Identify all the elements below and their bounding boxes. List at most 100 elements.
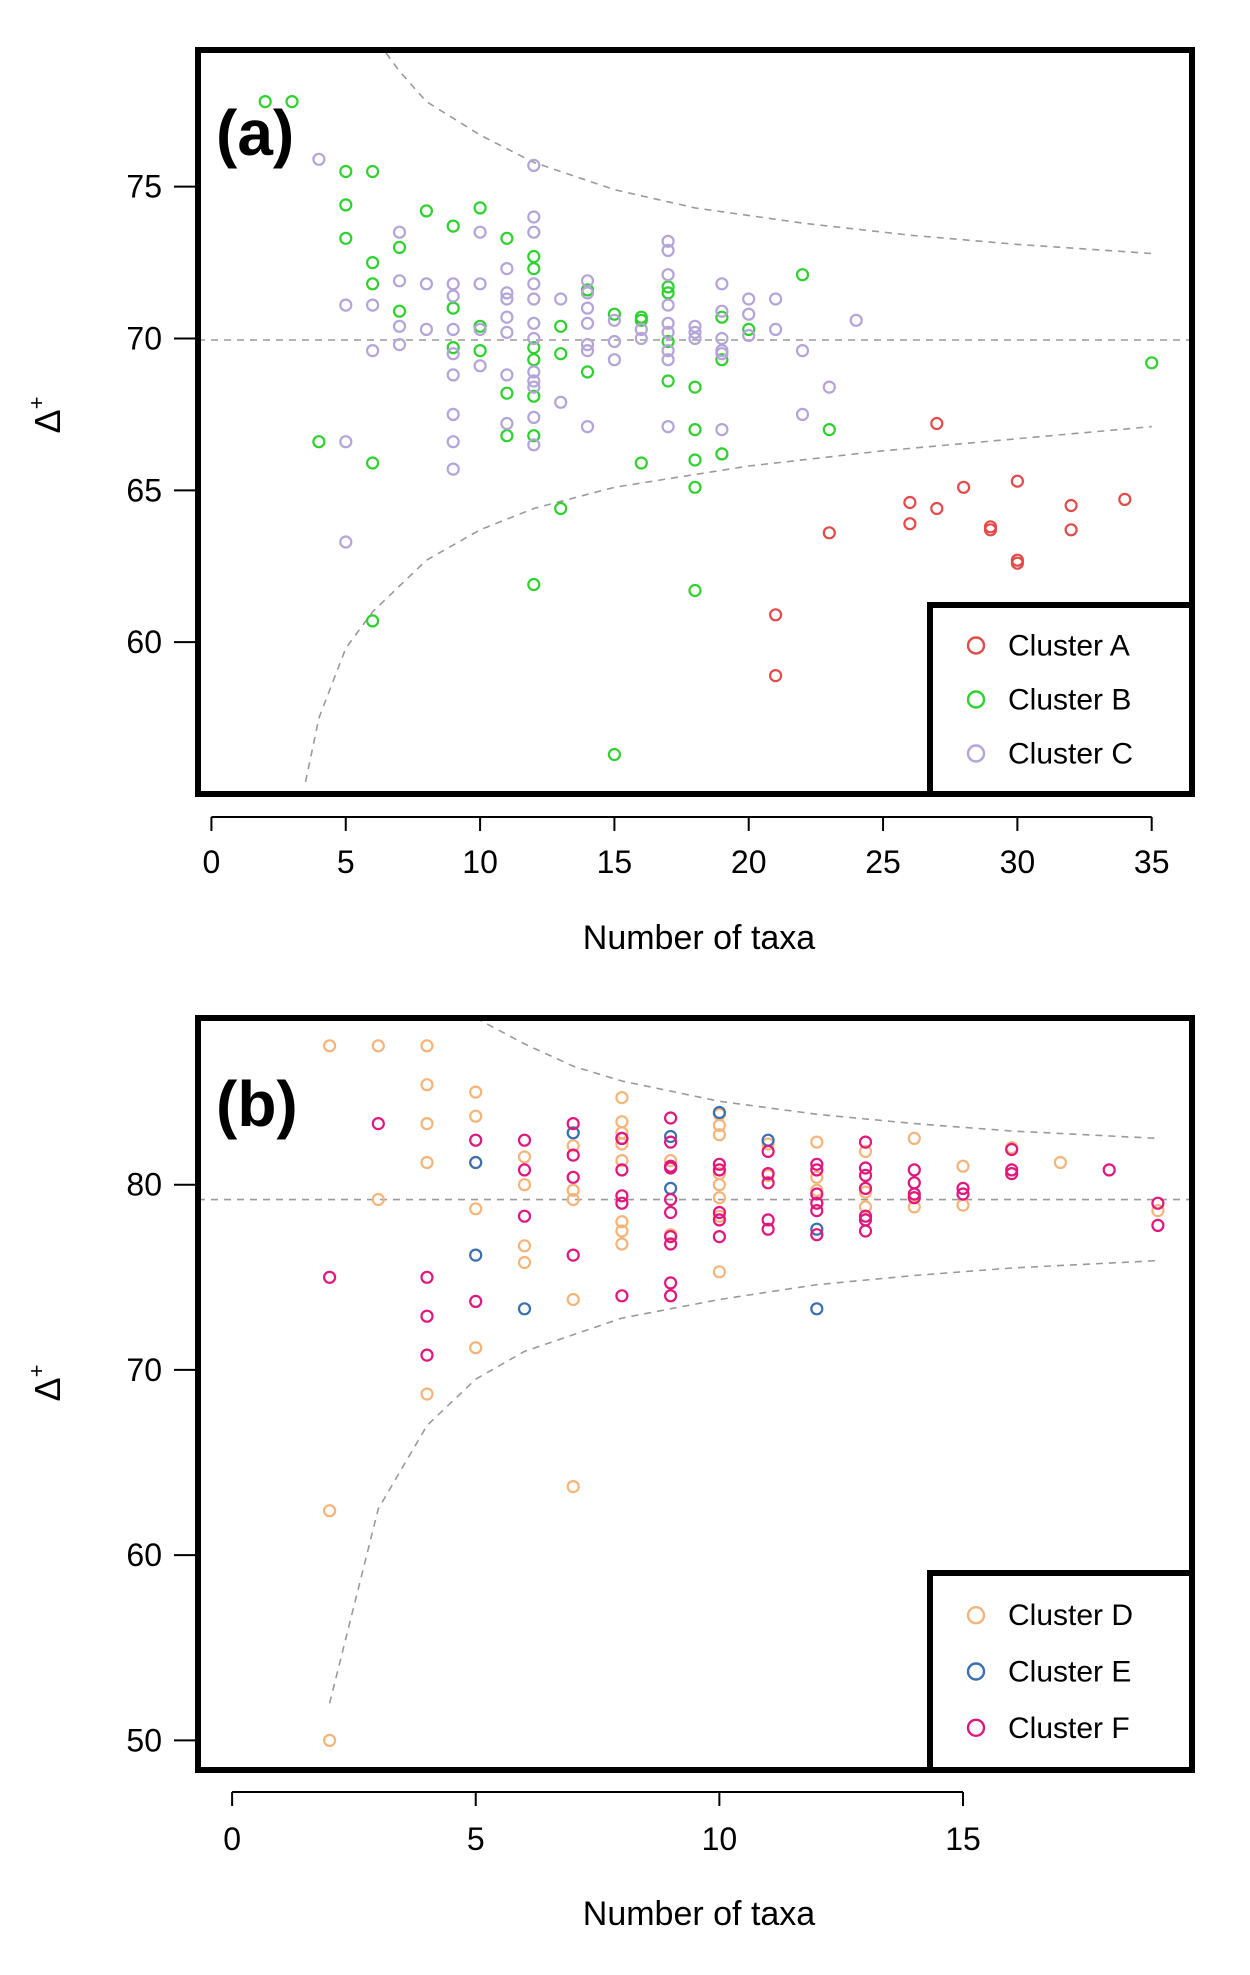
x-tick-label: 30	[1000, 844, 1036, 880]
data-point	[339, 435, 353, 449]
data-point	[715, 331, 729, 346]
data-point	[768, 292, 783, 306]
data-point	[661, 420, 675, 434]
data-point	[663, 1289, 678, 1303]
data-point	[615, 1189, 629, 1203]
data-point	[566, 1139, 580, 1153]
data-point	[903, 517, 917, 531]
data-point	[761, 1166, 775, 1181]
data-point	[688, 583, 702, 598]
series-cluster-b	[258, 94, 1159, 762]
data-point	[663, 1192, 678, 1207]
data-point	[615, 1090, 629, 1105]
data-point	[712, 1157, 727, 1171]
data-point	[615, 1196, 629, 1210]
data-point	[663, 1181, 678, 1196]
y-axis: 50 60 70 80	[126, 1167, 198, 1758]
data-point	[446, 322, 460, 336]
data-point	[615, 1237, 629, 1251]
data-point	[634, 322, 648, 336]
y-tick-label: 50	[126, 1722, 162, 1758]
y-tick-label: 70	[126, 1352, 162, 1388]
data-point	[554, 501, 568, 516]
data-point	[712, 1265, 727, 1279]
data-point	[517, 1209, 532, 1223]
y-axis: 60 65 70 75	[126, 169, 198, 660]
data-point	[858, 1224, 873, 1238]
data-point	[420, 1348, 434, 1362]
data-point	[419, 204, 433, 218]
data-point	[810, 1228, 824, 1242]
data-point	[312, 435, 326, 449]
data-point	[366, 298, 380, 312]
x-tick-label: 15	[945, 1821, 981, 1857]
panel-b: (b) 0 5 10 15 Number of taxa 50 60 70 80 Δ+ Cluster…	[24, 1015, 1195, 1933]
funnel-upper-limit	[475, 1018, 1158, 1140]
x-tick-label: 10	[702, 1821, 738, 1857]
data-point	[517, 1150, 532, 1164]
data-point	[715, 277, 729, 291]
series-cluster-d	[323, 1039, 1165, 1748]
data-point	[323, 1504, 337, 1518]
data-point	[661, 298, 675, 312]
data-point	[473, 225, 487, 239]
legend-label: Cluster F	[1008, 1712, 1130, 1745]
panel-label: (a)	[216, 97, 294, 169]
plot-frame	[195, 47, 1195, 797]
data-point	[392, 274, 407, 288]
data-point	[500, 429, 514, 443]
data-point	[469, 1155, 483, 1170]
data-point	[566, 1116, 580, 1131]
data-point	[661, 280, 675, 294]
data-point	[469, 1085, 483, 1099]
data-point	[712, 1105, 727, 1120]
data-point	[1151, 1218, 1165, 1233]
data-point	[712, 1118, 727, 1133]
y-tick-label: 75	[126, 169, 162, 205]
data-point	[907, 1163, 921, 1177]
data-point	[761, 1144, 775, 1159]
data-point	[580, 420, 595, 434]
data-point	[500, 368, 514, 382]
data-point	[527, 429, 541, 443]
data-point	[956, 1181, 970, 1196]
data-point	[517, 1178, 532, 1192]
data-point	[930, 416, 944, 431]
data-point	[849, 313, 863, 327]
data-point	[712, 1128, 727, 1142]
data-point	[761, 1222, 775, 1236]
data-point	[500, 310, 514, 324]
data-point	[1010, 474, 1025, 488]
data-point	[983, 523, 998, 537]
data-point	[907, 1176, 921, 1190]
data-point	[956, 1198, 970, 1212]
y-axis-label-superscript: +	[24, 1365, 49, 1378]
data-point	[419, 322, 433, 336]
data-point	[566, 1248, 580, 1262]
data-point	[634, 456, 648, 470]
y-axis-label-symbol: Δ	[27, 1377, 68, 1401]
data-point	[712, 1209, 727, 1223]
data-point	[371, 1039, 385, 1053]
y-tick-label: 60	[126, 624, 162, 660]
data-point	[715, 353, 729, 367]
data-point	[742, 328, 756, 343]
data-point	[517, 1163, 532, 1177]
data-point	[392, 304, 407, 318]
data-point	[715, 447, 729, 461]
data-point	[366, 614, 380, 628]
data-point	[566, 1292, 580, 1307]
series-cluster-f	[323, 1111, 1165, 1362]
data-point	[566, 1192, 580, 1207]
data-point	[634, 331, 648, 346]
data-point	[1145, 356, 1159, 370]
data-point	[688, 380, 702, 394]
data-point	[420, 1155, 434, 1170]
data-point	[795, 407, 810, 421]
funnel-lower-limit	[304, 425, 1152, 783]
data-point	[615, 1215, 629, 1229]
data-point	[607, 334, 622, 349]
data-point	[607, 307, 622, 321]
data-point	[392, 240, 407, 254]
data-point	[469, 1341, 483, 1355]
